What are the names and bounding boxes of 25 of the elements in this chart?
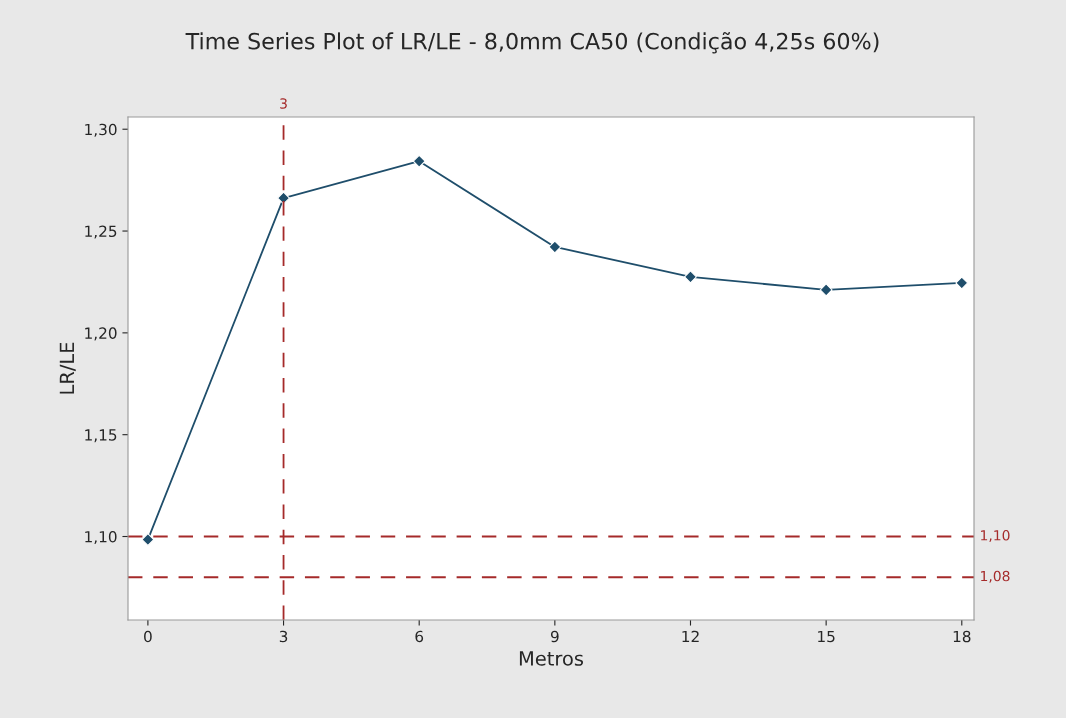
x-axis-title: Metros xyxy=(519,651,584,666)
point xyxy=(819,283,833,297)
y-tick-label: 1,10 xyxy=(85,530,117,545)
x-tick-label: 9 xyxy=(550,630,559,643)
point xyxy=(412,154,426,168)
point xyxy=(277,191,290,205)
y-tick-label: 1,25 xyxy=(85,225,117,239)
y-tick-label: 1,15 xyxy=(85,429,117,443)
x-tick-label: 0 xyxy=(144,630,152,643)
x-tick-label: 6 xyxy=(415,630,424,643)
y-axis-title: LR/LE xyxy=(59,342,76,394)
x-tick-label: 15 xyxy=(818,630,835,643)
point xyxy=(955,276,969,290)
y-tick-label: 1,20 xyxy=(85,327,117,341)
ref-line-label: 3 xyxy=(280,98,287,109)
x-tick-label: 18 xyxy=(953,630,971,643)
ref-line-label: 1,08 xyxy=(981,570,1010,583)
x-tick-label: 12 xyxy=(682,630,699,643)
point xyxy=(141,533,155,546)
y-tick-label: 1,30 xyxy=(85,123,117,137)
chart-title: Time Series Plot of LR/LE - 8,0mm CA50 (Condição 4,25s 60%) xyxy=(185,31,879,54)
point xyxy=(548,240,562,254)
ref-line-label: 1,10 xyxy=(981,530,1010,542)
point xyxy=(684,270,697,284)
x-tick-label: 3 xyxy=(279,630,288,643)
